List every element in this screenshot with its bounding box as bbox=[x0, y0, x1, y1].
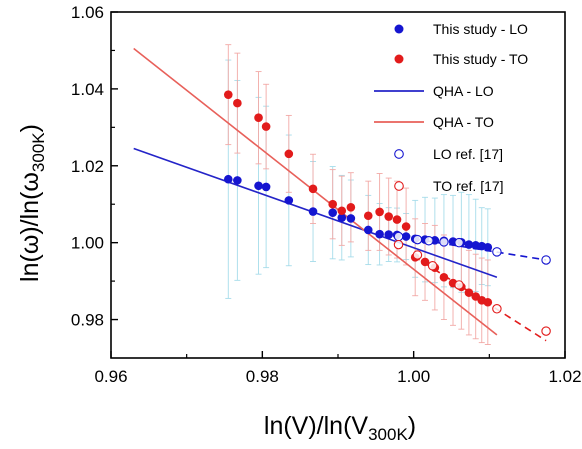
legend-label: This study - TO bbox=[433, 51, 528, 67]
data-point bbox=[401, 232, 411, 241]
data-point bbox=[284, 149, 294, 159]
reference-point bbox=[427, 260, 438, 271]
data-point bbox=[346, 202, 356, 212]
data-point bbox=[337, 213, 347, 222]
legend-label: TO ref. [17] bbox=[433, 178, 504, 194]
data-point bbox=[483, 242, 493, 252]
data-point bbox=[223, 174, 233, 184]
data-point bbox=[363, 211, 373, 221]
x-axis-label-close: ) bbox=[408, 412, 416, 440]
data-point bbox=[375, 229, 384, 239]
data-point bbox=[308, 184, 318, 194]
reference-point bbox=[412, 234, 423, 245]
reference-point bbox=[541, 255, 551, 265]
data-point bbox=[254, 181, 263, 191]
data-point bbox=[308, 207, 318, 216]
legend-label: LO ref. [17] bbox=[433, 146, 503, 162]
legend-label: This study - LO bbox=[433, 21, 528, 37]
data-point bbox=[363, 225, 373, 235]
x-tick-label: 1.00 bbox=[397, 367, 430, 386]
data-points bbox=[223, 90, 551, 336]
data-point bbox=[439, 272, 449, 282]
x-tick-label: 0.96 bbox=[94, 367, 127, 386]
data-point bbox=[284, 196, 294, 205]
reference-point bbox=[412, 250, 423, 260]
x-axis-label: ln(V)/ln(V300K) bbox=[264, 412, 416, 444]
y-tick-label: 0.98 bbox=[71, 311, 104, 330]
y-axis-label-main: ln(ω)/ln(ω bbox=[16, 172, 44, 282]
data-point bbox=[346, 214, 356, 223]
reference-point bbox=[393, 239, 404, 250]
data-point bbox=[254, 113, 263, 123]
data-point bbox=[328, 208, 338, 217]
data-point bbox=[233, 98, 242, 108]
data-point bbox=[464, 288, 474, 297]
data-point bbox=[401, 222, 411, 231]
y-axis-label: ln(ω)/ln(ω300K) bbox=[16, 124, 48, 282]
data-point bbox=[337, 206, 347, 216]
y-axis-label-close: ) bbox=[16, 124, 44, 132]
reference-point bbox=[439, 237, 449, 247]
data-point bbox=[233, 176, 242, 185]
reference-point bbox=[393, 231, 404, 242]
legend-label: QHA - LO bbox=[433, 83, 494, 99]
legend: This study - LO This study - TO QHA - LO QH… bbox=[374, 21, 528, 194]
reference-point bbox=[541, 326, 551, 336]
data-point bbox=[261, 122, 271, 131]
data-point bbox=[483, 297, 493, 307]
legend-marker bbox=[394, 181, 404, 191]
data-point bbox=[384, 212, 393, 221]
y-tick-label: 1.06 bbox=[71, 3, 104, 22]
data-point bbox=[420, 257, 430, 267]
data-point bbox=[223, 90, 233, 99]
x-axis-label-sub: 300K bbox=[368, 425, 408, 444]
x-tick-label: 0.98 bbox=[246, 367, 279, 386]
data-point bbox=[392, 215, 402, 224]
y-tick-label: 1.02 bbox=[71, 157, 104, 176]
y-tick-label: 1.00 bbox=[71, 234, 104, 253]
axis-ticks: 0.96 0.98 1.00 1.02 0.98 1.00 1.02 1.04 1.06 bbox=[71, 3, 582, 386]
legend-marker bbox=[394, 149, 404, 159]
data-point bbox=[261, 182, 271, 192]
data-point bbox=[328, 199, 338, 209]
y-axis-label-sub: 300K bbox=[29, 132, 48, 172]
reference-point bbox=[454, 237, 464, 248]
legend-marker bbox=[394, 54, 404, 64]
y-tick-label: 1.04 bbox=[71, 80, 104, 99]
reference-dashed-line bbox=[413, 238, 547, 261]
reference-point bbox=[454, 280, 464, 290]
data-point bbox=[384, 230, 393, 239]
legend-marker bbox=[394, 24, 404, 34]
x-axis-label-main: ln(V)/ln(V bbox=[264, 412, 369, 440]
x-tick-label: 1.02 bbox=[548, 367, 581, 386]
reference-point bbox=[492, 304, 502, 314]
reference-point bbox=[424, 235, 434, 246]
data-point bbox=[464, 240, 474, 249]
data-point bbox=[375, 207, 384, 217]
reference-point bbox=[492, 247, 502, 257]
legend-label: QHA - TO bbox=[433, 114, 494, 130]
